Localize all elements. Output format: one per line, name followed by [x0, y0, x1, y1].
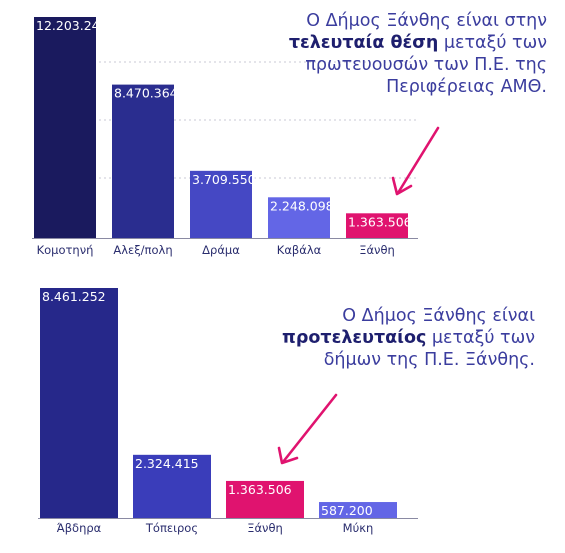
- bar-category: [40, 288, 118, 518]
- category-label: Μύκη: [343, 521, 374, 535]
- callout-top-note: Ο Δήμος Ξάνθης είναι στην τελευταία θέση…: [247, 10, 547, 98]
- bar-category: [133, 454, 211, 518]
- category-label: Κομοτηνή: [37, 243, 94, 257]
- bar-category: [319, 502, 397, 518]
- bar-value-label: 2.248.098: [270, 198, 334, 213]
- category-label: Άβδηρα: [57, 521, 102, 535]
- bar-value-label: 587.200: [321, 503, 373, 518]
- category-label: Ξάνθη: [359, 243, 395, 257]
- category-label: Ξάνθη: [247, 521, 283, 535]
- callout-bottom-text-1: Ο Δήμος Ξάνθης είναι: [342, 306, 535, 326]
- bar-value-label: 1.363.506: [228, 482, 292, 497]
- arrow-top-icon: [391, 126, 440, 196]
- bar-highlight: [226, 480, 304, 518]
- callout-top-text-1: Ο Δήμος Ξάνθης είναι στην: [306, 11, 547, 31]
- bar-value-label: 12.203.245: [36, 18, 108, 33]
- chart-top: 12.203.245 Κομοτηνή 8.470.364 Αλεξ/πολη 3.70…: [32, 17, 418, 257]
- bar-category: [268, 197, 330, 238]
- category-label: Δράμα: [202, 243, 240, 257]
- bar-value-label: 2.324.415: [135, 456, 199, 471]
- bar-value-label: 8.461.252: [42, 289, 106, 304]
- arrow-bottom-icon: [277, 393, 338, 465]
- bar-value-label: 3.709.550: [192, 172, 256, 187]
- bar-category: [112, 84, 174, 239]
- bar-category: [34, 17, 96, 238]
- chart-bottom: 8.461.252 Άβδηρα 2.324.415 Τόπειρος 1.363.50…: [38, 288, 418, 535]
- bar-highlight: [346, 213, 408, 238]
- category-label: Τόπειρος: [145, 521, 198, 535]
- callout-bottom-note: Ο Δήμος Ξάνθης είναι προτελευταίος μεταξ…: [235, 305, 535, 371]
- bar-category: [190, 170, 252, 238]
- callout-top-emphasis: τελευταία θέση: [288, 33, 439, 53]
- bar-value-label: 8.470.364: [114, 86, 178, 101]
- callout-bottom-emphasis: προτελευταίος: [282, 328, 427, 348]
- callout-top-text-2: μεταξύ των πρωτευουσών των Π.Ε. της Περι…: [305, 33, 547, 97]
- bar-value-label: 1.363.506: [348, 214, 412, 229]
- callout-bottom-text-2: μεταξύ των δήμων της Π.Ε. Ξάνθης.: [323, 328, 535, 370]
- category-label: Καβάλα: [277, 243, 322, 257]
- category-label: Αλεξ/πολη: [113, 243, 172, 257]
